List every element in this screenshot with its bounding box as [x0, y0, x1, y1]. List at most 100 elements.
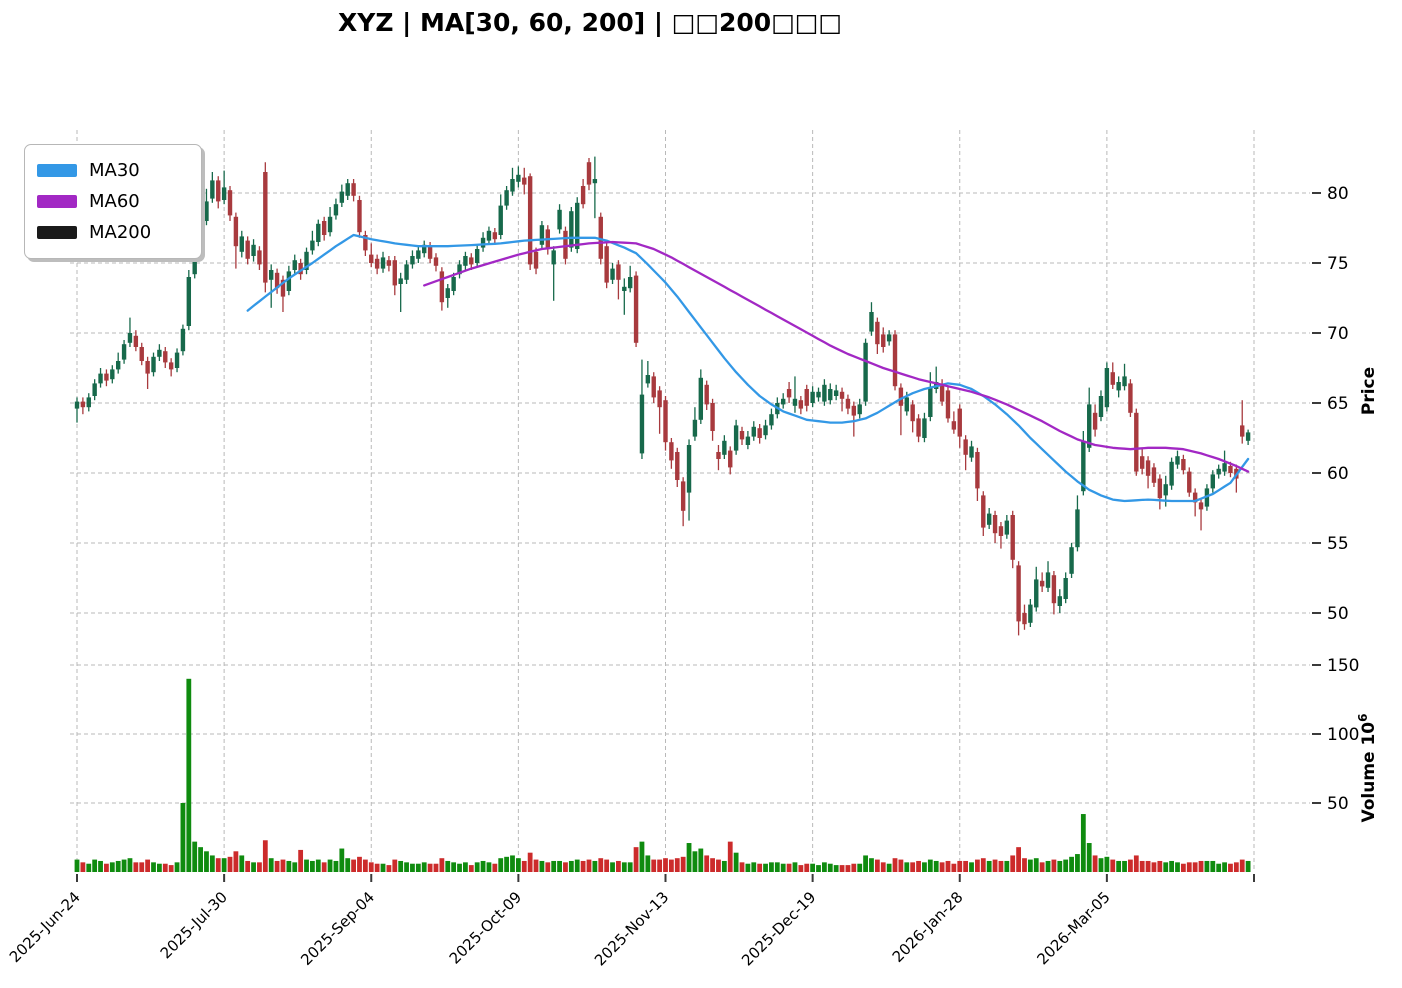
candle-up: [828, 389, 833, 401]
candle-up: [816, 391, 821, 398]
candle-down: [804, 389, 809, 406]
candle-up: [551, 250, 556, 265]
candle-down: [604, 246, 609, 283]
volume-bar: [851, 863, 857, 872]
candle-down: [875, 321, 880, 345]
candle-up: [733, 425, 739, 451]
candle-up: [610, 268, 615, 280]
legend-item-ma60: MA60: [37, 186, 189, 217]
volume-bar: [468, 865, 474, 872]
volume-bar: [827, 863, 833, 872]
volume-bar: [1063, 859, 1069, 872]
volume-bar: [663, 858, 668, 872]
legend-label-ma200: MA200: [89, 222, 152, 243]
price-axis-label: Price: [1359, 367, 1379, 415]
candle-down: [916, 418, 921, 437]
volume-bar: [1222, 862, 1227, 872]
candle-down: [704, 384, 709, 405]
candle-down: [616, 264, 621, 280]
candle-down: [1092, 412, 1098, 430]
volume-bar: [1080, 814, 1086, 872]
volume-bar: [1098, 858, 1104, 872]
candle-up: [474, 249, 480, 263]
candle-up: [698, 377, 704, 420]
volume-bar: [945, 860, 951, 872]
volume-bar: [727, 841, 733, 872]
volume-bar: [1145, 860, 1151, 872]
candle-up: [557, 209, 562, 230]
candle-down: [216, 180, 221, 202]
volume-bar: [598, 858, 604, 872]
candle-down: [663, 400, 668, 443]
volume-bar: [845, 865, 851, 872]
volume-bar: [415, 863, 421, 872]
volume-bar: [580, 860, 586, 872]
volume-bar: [992, 859, 998, 872]
volume-bar: [86, 863, 92, 872]
volume-bar: [892, 858, 898, 872]
candle-down: [563, 230, 568, 259]
candle-down: [728, 450, 733, 468]
candle-up: [1216, 468, 1221, 475]
candle-down: [845, 398, 851, 409]
candle-down: [522, 177, 527, 185]
candle-down: [975, 452, 980, 489]
candle-up: [486, 230, 492, 241]
ma30-line: [246, 233, 1250, 503]
volume-bar: [863, 855, 868, 872]
candle-up: [1122, 376, 1127, 387]
volume-bar: [74, 859, 80, 872]
volume-bar: [1033, 858, 1039, 872]
candle-down: [710, 403, 715, 431]
volume-bar: [515, 858, 521, 872]
volume-bar: [857, 863, 863, 872]
candle-down: [1022, 613, 1027, 625]
candle-up: [115, 361, 121, 370]
candle-down: [392, 260, 397, 286]
volume-bar: [280, 859, 286, 872]
volume-bar: [1210, 860, 1216, 872]
volume-bar: [227, 856, 233, 872]
volume-bar: [339, 848, 345, 872]
candle-down: [580, 186, 586, 205]
volume-bar: [357, 856, 362, 872]
candle-up: [781, 398, 786, 405]
candle-down: [963, 439, 968, 455]
price-tick-label: 75: [1327, 254, 1349, 274]
candle-up: [639, 394, 645, 454]
volume-bar: [1045, 860, 1051, 872]
volume-bar: [1186, 862, 1192, 872]
volume-bar: [592, 860, 598, 872]
candle-up: [627, 277, 633, 289]
candle-down: [386, 260, 392, 266]
candle-up: [1169, 461, 1174, 486]
date-tick-label: 2025-Oct-09: [446, 888, 526, 968]
volume-bar: [474, 862, 480, 872]
volume-bar: [156, 863, 162, 872]
candle-up: [833, 390, 839, 396]
volume-bar: [604, 859, 610, 872]
candle-up: [304, 251, 309, 270]
candle-down: [1181, 459, 1186, 471]
volume-bar: [933, 860, 939, 872]
legend: MA30 MA60 MA200: [24, 144, 202, 259]
candle-up: [863, 342, 868, 402]
candle-up: [186, 277, 192, 326]
ma30-swatch-icon: [37, 164, 77, 177]
volume-bar: [751, 862, 757, 872]
volume-bar: [633, 847, 639, 872]
candle-up: [380, 257, 386, 269]
volume-bar: [1051, 859, 1057, 872]
candle-up: [1028, 604, 1033, 623]
volume-bar: [1104, 856, 1110, 872]
volume-bar: [521, 860, 527, 872]
volume-bar: [922, 862, 927, 872]
volume-bar: [1175, 862, 1180, 872]
volume-bar: [257, 862, 262, 872]
candle-up: [857, 404, 862, 415]
volume-bar: [774, 862, 780, 872]
volume-bar: [975, 859, 980, 872]
volume-bar: [645, 855, 651, 872]
candle-down: [1051, 575, 1057, 604]
volume-bar: [333, 860, 339, 872]
